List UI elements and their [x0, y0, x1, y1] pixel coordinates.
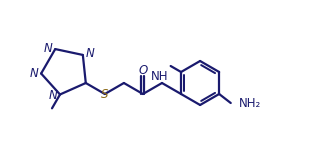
Text: N: N: [49, 89, 57, 102]
Text: NH: NH: [151, 70, 169, 82]
Text: N: N: [44, 42, 53, 55]
Text: N: N: [30, 67, 39, 80]
Text: N: N: [85, 47, 94, 60]
Text: NH₂: NH₂: [239, 96, 261, 109]
Text: O: O: [138, 63, 148, 76]
Text: S: S: [101, 87, 109, 100]
